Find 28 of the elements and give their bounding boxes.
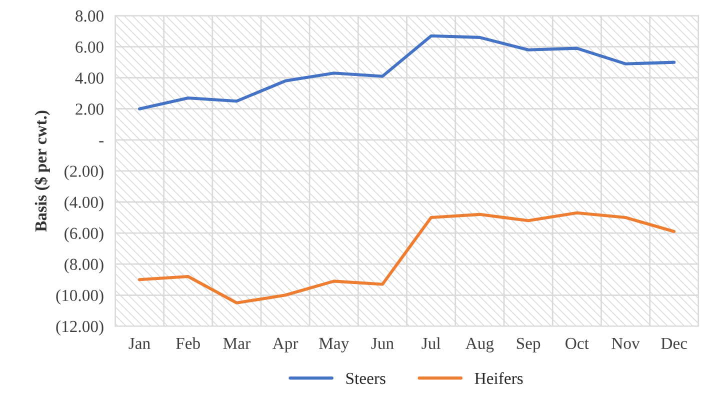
x-tick-label: Sep	[516, 338, 540, 352]
y-tick-label: (4.00)	[64, 196, 104, 212]
line-series	[138, 34, 676, 110]
y-tick-label: (12.00)	[56, 320, 104, 336]
x-tick-label: Oct	[566, 338, 589, 350]
y-tick-label: (6.00)	[64, 227, 104, 242]
legend-label: Heifers	[474, 372, 523, 384]
x-tick-label: Nov	[612, 338, 640, 350]
x-tick-label: May	[319, 338, 350, 352]
y-tick-label: 6.00	[76, 41, 104, 53]
y-tick-label: 8.00	[76, 10, 104, 22]
x-tick-label: Dec	[661, 338, 687, 350]
x-tick-label: Mar	[223, 338, 250, 350]
x-tick-label: Jun	[371, 338, 394, 350]
x-tick-label: Apr	[272, 338, 298, 352]
y-tick-label: 4.00	[75, 72, 104, 84]
y-tick-label: (8.00)	[64, 258, 104, 274]
x-tick-label: Aug	[466, 338, 494, 352]
y-tick-label: -	[99, 141, 104, 142]
y-tick-label: 2.00	[76, 104, 104, 115]
x-tick-label: Feb	[176, 337, 200, 350]
y-tick-label: (10.00)	[56, 289, 104, 304]
y-tick-label: (2.00)	[64, 165, 104, 180]
line-series	[138, 211, 676, 304]
x-tick-label: Jan	[128, 338, 150, 350]
y-axis-title: Basis ($ per cwt.)	[34, 110, 50, 232]
legend-label: Steers	[346, 372, 386, 384]
x-tick-label: Jul	[422, 337, 440, 350]
